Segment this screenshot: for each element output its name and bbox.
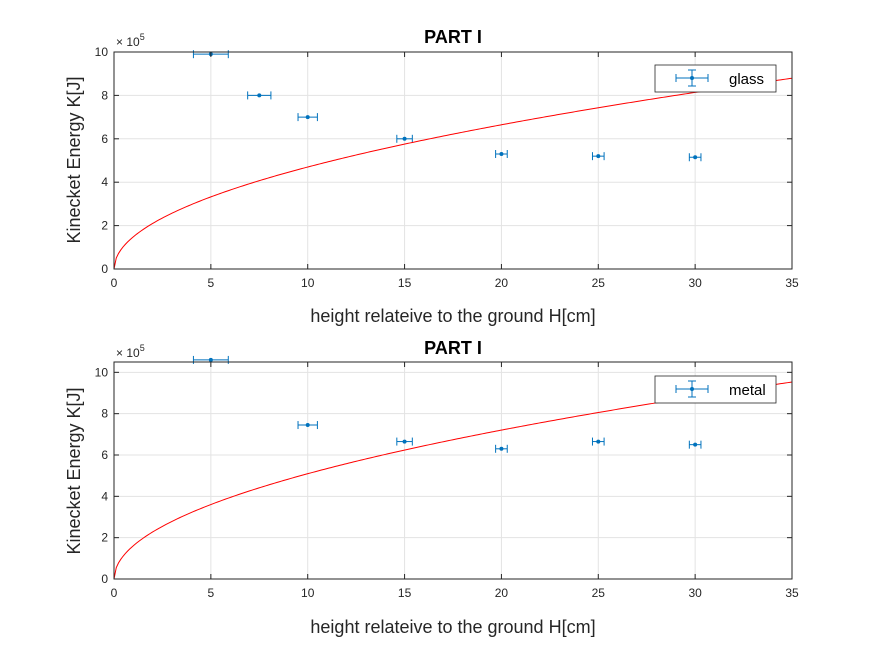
y-exponent-base: × 10 [116, 346, 140, 360]
legend: metal [654, 375, 777, 404]
point-marker [596, 154, 601, 159]
ticks: 0 5 10 15 20 25 30 35 0 2 4 6 8 10 [95, 45, 799, 290]
point-marker [596, 439, 601, 444]
chart-title: PART I [424, 338, 482, 358]
y-axis-label: Kinecket Energy K[J] [64, 387, 84, 554]
y-exponent-base: × 10 [116, 35, 140, 49]
data-point [396, 437, 413, 446]
x-tick-label: 35 [785, 276, 799, 290]
data-point [247, 91, 272, 100]
point-marker [208, 357, 213, 362]
x-tick-label: 25 [592, 276, 606, 290]
point-marker [693, 155, 698, 160]
data-point [396, 134, 413, 143]
y-tick-label: 0 [101, 262, 108, 276]
y-tick-label: 10 [95, 365, 109, 379]
y-tick-label: 6 [101, 132, 108, 146]
y-exponent: × 105 [116, 32, 145, 49]
y-tick-label: 4 [101, 175, 108, 189]
point-marker [305, 423, 310, 428]
y-tick-label: 8 [101, 88, 108, 102]
x-tick-label: 5 [208, 586, 215, 600]
x-tick-label: 0 [111, 276, 118, 290]
legend-box [654, 375, 777, 404]
point-marker [402, 439, 407, 444]
data-point [688, 440, 702, 449]
point-marker [499, 446, 504, 451]
data-point [591, 152, 605, 161]
legend-marker-dot [690, 76, 694, 80]
axes-box [113, 361, 793, 580]
x-tick-label: 5 [208, 276, 215, 290]
x-tick-label: 25 [592, 586, 606, 600]
legend-label: metal [729, 382, 766, 399]
marks [113, 50, 793, 270]
chart-glass: 0 5 10 15 20 25 30 35 0 2 4 6 8 10 PART I height rela… [64, 27, 799, 326]
x-axis-label: height relateive to the ground H[cm] [310, 617, 595, 637]
x-tick-label: 30 [688, 586, 702, 600]
data-point [688, 153, 702, 162]
marks [113, 355, 793, 580]
y-tick-label: 10 [95, 45, 109, 59]
legend-marker-dot [690, 387, 694, 391]
data-point [192, 355, 229, 364]
y-tick-label: 8 [101, 407, 108, 421]
x-tick-label: 20 [495, 586, 509, 600]
x-tick-label: 0 [111, 586, 118, 600]
data-point [495, 444, 508, 453]
y-tick-label: 6 [101, 448, 108, 462]
x-tick-label: 35 [785, 586, 799, 600]
legend-label: glass [729, 71, 764, 88]
point-marker [499, 151, 504, 156]
chart-title: PART I [424, 27, 482, 47]
data-point [297, 421, 318, 430]
data-point [591, 437, 605, 446]
axes-box [113, 51, 793, 270]
y-tick-label: 2 [101, 531, 108, 545]
y-exponent-power: 5 [140, 343, 145, 353]
point-marker [402, 136, 407, 141]
y-tick-label: 0 [101, 572, 108, 586]
x-tick-label: 15 [398, 276, 412, 290]
y-exponent-power: 5 [140, 32, 145, 42]
point-marker [257, 93, 262, 98]
ticks: 0 5 10 15 20 25 30 35 0 2 4 6 8 10 [95, 362, 799, 600]
x-tick-label: 20 [495, 276, 509, 290]
data-point [495, 149, 508, 158]
x-axis-label: height relateive to the ground H[cm] [310, 306, 595, 326]
y-tick-label: 2 [101, 219, 108, 233]
chart-metal: 0 5 10 15 20 25 30 35 0 2 4 6 8 10 PART I height rela… [64, 338, 799, 637]
data-point [297, 113, 318, 122]
y-axis-label: Kinecket Energy K[J] [64, 76, 84, 243]
x-tick-label: 30 [688, 276, 702, 290]
x-tick-label: 10 [301, 586, 315, 600]
legend-box [654, 64, 777, 93]
point-marker [693, 442, 698, 447]
x-tick-label: 10 [301, 276, 315, 290]
y-tick-label: 4 [101, 489, 108, 503]
fit-curve [113, 77, 793, 270]
y-exponent: × 105 [116, 343, 145, 360]
x-tick-label: 15 [398, 586, 412, 600]
legend: glass [654, 64, 777, 93]
point-marker [305, 115, 310, 120]
